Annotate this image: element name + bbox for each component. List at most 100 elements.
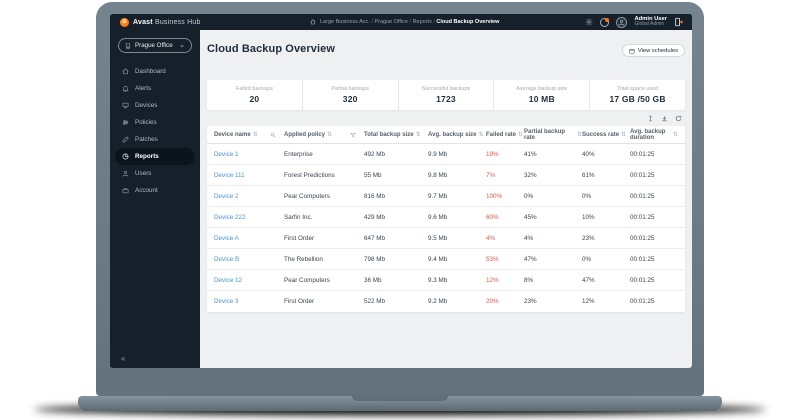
sidebar-item-label: Account	[135, 187, 158, 194]
device-name-link[interactable]: Device 3	[214, 298, 239, 305]
applied-policy-cell: The Rebellion	[284, 255, 323, 263]
search-icon[interactable]	[270, 132, 276, 138]
column-header-label: Applied policy	[284, 131, 326, 138]
download-export-icon[interactable]	[661, 115, 668, 122]
column-header-avg-backup-size[interactable]: Avg. backup size ⇅	[428, 131, 486, 139]
sidebar-item-patches[interactable]: Patches	[110, 131, 200, 148]
topbar-right: Admin User Global Admin	[585, 16, 684, 28]
sort-icon[interactable]: ⇅	[252, 132, 258, 138]
avg-backup-size-cell: 9.7 Mb	[428, 192, 448, 200]
view-schedules-button[interactable]: View schedules	[621, 44, 685, 57]
success-rate-cell: 61%	[582, 171, 595, 179]
stat-label: Partial backups	[331, 86, 369, 92]
partial-backup-rate-cell: 41%	[524, 150, 537, 158]
sort-icon[interactable]: ⇅	[478, 132, 484, 138]
backup-table: Device name ⇅ Applied policy ⇅ Total backup …	[207, 126, 685, 312]
table-actions	[207, 110, 685, 126]
home-icon[interactable]	[310, 19, 316, 25]
avatar[interactable]	[616, 16, 628, 28]
dashboard-icon	[122, 68, 129, 75]
sidebar-item-dashboard[interactable]: Dashboard	[110, 63, 200, 80]
table-row: Device 3 First Order 522 Mb 9.2 Mb 20% 23% 12%…	[207, 291, 685, 312]
org-selector[interactable]: Prague Office	[118, 38, 192, 53]
sidebar-item-users[interactable]: Users	[110, 165, 200, 182]
success-rate-cell: 0%	[582, 255, 592, 263]
device-name-link[interactable]: Device 111	[214, 171, 245, 179]
sidebar-item-devices[interactable]: Devices	[110, 97, 200, 114]
stat-successful-backups: Successful backups 1723	[397, 80, 494, 110]
notifications-icon[interactable]	[600, 17, 610, 27]
stat-total-space-used: Total space used 17 GB /50 GB	[589, 80, 685, 110]
table-row: Device 12 Pear Computers 36 Mb 9.3 Mb 12% 8% 4…	[207, 270, 685, 291]
column-header-label: Failed rate	[486, 131, 517, 138]
column-header-label: Partial backup rate	[524, 128, 566, 141]
avg-backup-duration-cell: 00:01:25	[630, 255, 655, 263]
failed-rate-cell: 19%	[486, 150, 499, 158]
breadcrumb-separator: /	[431, 19, 437, 25]
laptop-base	[78, 396, 722, 411]
sidebar-item-alerts[interactable]: Alerts	[110, 80, 200, 97]
breadcrumb-separator: /	[407, 19, 413, 25]
sidebar-collapse-button[interactable]: «	[121, 354, 126, 363]
filter-funnel-icon[interactable]	[350, 132, 356, 138]
column-header-failed-rate[interactable]: Failed rate ⇅	[486, 131, 524, 139]
device-name-link[interactable]: Device 2	[214, 192, 239, 200]
sidebar-item-reports[interactable]: Reports	[115, 148, 195, 165]
sidebar-item-label: Policies	[135, 119, 157, 126]
device-name-link[interactable]: Device B	[214, 255, 240, 263]
partial-backup-rate-cell: 47%	[524, 255, 537, 263]
total-backup-size-cell: 647 Mb	[364, 234, 386, 242]
avg-backup-duration-cell: 00:01:25	[630, 276, 655, 284]
sort-icon[interactable]: ⇅	[576, 132, 582, 138]
sort-icon[interactable]: ⇅	[621, 132, 627, 138]
device-name-link[interactable]: Device A	[214, 234, 239, 242]
table-body: Device 1 Enterprise 492 Mb 9.9 Mb 19% 41% 40% 0…	[207, 144, 685, 312]
stat-average-backup-size: Average backup size 10 MB	[493, 80, 589, 110]
user-block[interactable]: Admin User Global Admin	[634, 16, 667, 28]
device-name-link[interactable]: Device 222	[214, 213, 246, 221]
breadcrumb-item[interactable]: Prague Office	[374, 19, 408, 25]
applied-policy-cell: First Order	[284, 234, 315, 242]
view-schedules-label: View schedules	[637, 47, 678, 54]
column-header-label: Avg. backup duration	[630, 128, 666, 141]
app-screen: a Avast Business Hub Large Business Acc.…	[110, 14, 692, 368]
org-selector-label: Prague Office	[135, 42, 173, 49]
users-person-icon	[122, 170, 129, 177]
table-row: Device 2 Pear Computers 816 Mb 9.7 Mb 100% 0%…	[207, 186, 685, 207]
refresh-icon[interactable]	[675, 115, 682, 122]
sort-icon[interactable]: ⇅	[415, 132, 421, 138]
total-backup-size-cell: 36 Mb	[364, 276, 382, 284]
total-backup-size-cell: 816 Mb	[364, 192, 386, 200]
breadcrumb-item[interactable]: Cloud Backup Overview	[436, 19, 500, 25]
laptop-notch	[352, 396, 448, 401]
breadcrumb-item[interactable]: Large Business Acc.	[320, 19, 370, 25]
user-name: Admin User	[634, 15, 667, 22]
applied-policy-cell: Forest Predictions	[284, 171, 335, 179]
sort-icon[interactable]: ⇅	[672, 132, 678, 138]
column-header-total-backup-size[interactable]: Total backup size ⇅	[364, 131, 428, 139]
breadcrumb-item[interactable]: Reports	[412, 19, 432, 25]
settings-gear-icon[interactable]	[585, 18, 593, 26]
sidebar-item-account[interactable]: Account	[110, 182, 200, 199]
failed-rate-cell: 7%	[486, 171, 496, 179]
breadcrumb-separator: /	[369, 19, 375, 25]
column-header-partial-backup-rate[interactable]: Partial backup rate ⇅	[524, 129, 582, 141]
main-content: Cloud Backup Overview View schedules Fai…	[200, 30, 692, 368]
total-backup-size-cell: 798 Mb	[364, 255, 386, 263]
sidebar-item-label: Users	[135, 170, 152, 177]
column-header-applied-policy[interactable]: Applied policy ⇅	[284, 131, 364, 138]
device-name-link[interactable]: Device 12	[214, 276, 243, 284]
page-title: Cloud Backup Overview	[207, 43, 336, 55]
column-header-device-name[interactable]: Device name ⇅	[214, 131, 284, 138]
column-header-success-rate[interactable]: Success rate ⇅	[582, 131, 630, 139]
applied-policy-cell: First Order	[284, 298, 315, 305]
avg-backup-size-cell: 9.3 Mb	[428, 276, 448, 284]
column-header-avg-backup-duration[interactable]: Avg. backup duration ⇅	[630, 129, 678, 141]
device-name-link[interactable]: Device 1	[214, 150, 239, 158]
sidebar-item-policies[interactable]: Policies	[110, 114, 200, 131]
sort-icon[interactable]: ⇅	[327, 132, 333, 138]
column-settings-icon[interactable]	[647, 115, 654, 122]
failed-rate-cell: 4%	[486, 234, 496, 242]
sort-icon[interactable]: ⇅	[518, 132, 524, 138]
console-exit-icon[interactable]	[674, 17, 684, 27]
